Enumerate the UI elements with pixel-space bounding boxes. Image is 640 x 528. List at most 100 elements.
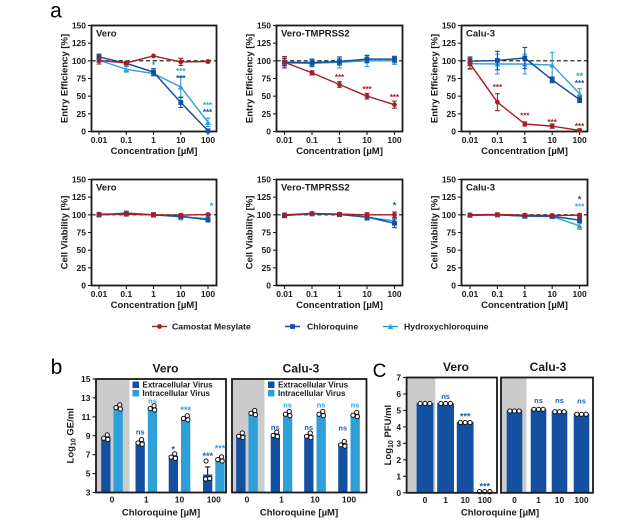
svg-text:a: a [50,0,62,23]
svg-text:25: 25 [77,109,87,119]
svg-text:***: *** [390,93,400,102]
svg-text:6: 6 [396,389,401,399]
svg-text:150: 150 [72,175,86,185]
svg-text:ns: ns [338,424,347,433]
svg-text:*: * [210,201,214,211]
svg-text:**: ** [576,71,584,81]
svg-text:ns: ns [555,396,564,405]
svg-text:ns: ns [351,401,360,410]
svg-text:7: 7 [396,373,401,383]
svg-text:*: * [152,60,156,70]
svg-text:1: 1 [522,135,527,145]
svg-text:1: 1 [151,289,156,299]
svg-text:Chloroquine [µM]: Chloroquine [µM] [122,508,200,519]
svg-text:100: 100 [387,135,401,145]
svg-text:Vero-TMPRSS2: Vero-TMPRSS2 [281,183,350,194]
svg-text:Chloroquine [µM]: Chloroquine [µM] [260,508,338,519]
svg-text:150: 150 [257,175,271,185]
svg-text:Calu-3: Calu-3 [283,362,320,376]
svg-text:0.1: 0.1 [306,289,318,299]
svg-text:0: 0 [451,281,456,291]
svg-text:Hydroxychloroquine: Hydroxychloroquine [404,322,489,332]
svg-text:ns: ns [283,401,292,410]
svg-text:100: 100 [574,495,588,505]
svg-text:Extracellular Virus: Extracellular Virus [278,381,349,390]
svg-text:***: *** [203,101,213,110]
svg-text:100: 100 [257,210,271,220]
svg-text:Calu-3: Calu-3 [466,29,495,40]
svg-text:100: 100 [72,56,86,66]
svg-text:b: b [51,356,63,379]
svg-text:100: 100 [201,289,215,299]
svg-text:50: 50 [262,91,272,101]
svg-text:Vero: Vero [443,360,469,374]
svg-text:Concentration [µM]: Concentration [µM] [296,300,383,311]
svg-text:Concentration [µM]: Concentration [µM] [296,146,383,157]
svg-text:1: 1 [279,495,284,505]
svg-text:25: 25 [262,263,272,273]
svg-text:*: * [393,201,397,211]
svg-text:***: *** [176,67,186,76]
svg-text:125: 125 [72,192,86,202]
svg-text:5: 5 [396,405,401,415]
svg-text:ns: ns [577,397,586,406]
svg-text:***: *** [493,83,503,92]
svg-text:Intracellular Virus: Intracellular Virus [143,389,211,398]
svg-text:Concentration [µM]: Concentration [µM] [111,300,198,311]
svg-text:ns: ns [148,397,157,406]
svg-text:1: 1 [337,135,342,145]
svg-text:***: *** [460,412,471,422]
svg-text:Log10 GE/ml: Log10 GE/ml [66,408,78,463]
svg-text:ns: ns [271,423,280,432]
svg-text:Calu-3: Calu-3 [530,360,567,374]
svg-text:0: 0 [81,127,86,137]
svg-text:0.1: 0.1 [491,289,503,299]
svg-text:25: 25 [262,109,272,119]
svg-text:125: 125 [442,192,456,202]
svg-text:Extracellular Virus: Extracellular Virus [143,381,214,390]
svg-text:0.1: 0.1 [120,289,132,299]
svg-text:0: 0 [266,281,271,291]
svg-text:125: 125 [257,38,271,48]
svg-text:0.01: 0.01 [462,135,479,145]
svg-text:100: 100 [342,495,356,505]
svg-text:10: 10 [460,495,470,505]
svg-text:100: 100 [442,56,456,66]
svg-text:Entry Efficiency [%]: Entry Efficiency [%] [245,34,256,123]
svg-text:0.01: 0.01 [91,135,108,145]
svg-text:10: 10 [555,495,565,505]
svg-text:0.01: 0.01 [276,289,293,299]
svg-text:Log10 PFU/ml: Log10 PFU/ml [383,405,395,466]
svg-text:10: 10 [547,289,557,299]
svg-text:100: 100 [573,135,587,145]
svg-text:25: 25 [77,263,87,273]
svg-text:75: 75 [447,74,457,84]
svg-text:Camostat Mesylate: Camostat Mesylate [172,322,251,332]
svg-text:9: 9 [86,431,91,441]
svg-text:***: *** [575,79,585,88]
svg-text:Vero-TMPRSS2: Vero-TMPRSS2 [281,29,350,40]
svg-text:125: 125 [72,38,86,48]
svg-text:100: 100 [478,495,492,505]
svg-text:***: *** [548,118,558,127]
svg-text:75: 75 [262,228,272,238]
svg-text:5: 5 [86,469,91,479]
svg-text:0: 0 [245,495,250,505]
svg-text:0.01: 0.01 [276,135,293,145]
svg-text:150: 150 [442,175,456,185]
svg-text:15: 15 [81,374,91,384]
svg-text:150: 150 [442,21,456,31]
svg-text:ns: ns [441,392,450,401]
svg-text:7: 7 [86,450,91,460]
svg-text:0: 0 [110,495,115,505]
svg-text:ns: ns [534,396,543,405]
svg-text:1: 1 [144,495,149,505]
svg-text:*: * [578,195,582,205]
svg-text:Vero: Vero [96,183,117,194]
svg-text:50: 50 [262,245,272,255]
svg-text:Concentration [µM]: Concentration [µM] [111,146,198,157]
svg-text:Vero: Vero [152,362,178,376]
svg-text:Entry Efficiency [%]: Entry Efficiency [%] [430,34,441,123]
svg-text:50: 50 [77,245,87,255]
svg-text:2: 2 [396,455,401,465]
